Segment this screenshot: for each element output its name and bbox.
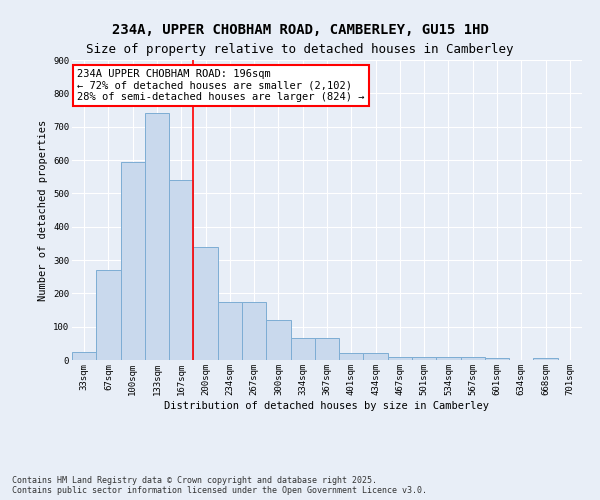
Text: Contains HM Land Registry data © Crown copyright and database right 2025.
Contai: Contains HM Land Registry data © Crown c… xyxy=(12,476,427,495)
Text: 234A, UPPER CHOBHAM ROAD, CAMBERLEY, GU15 1HD: 234A, UPPER CHOBHAM ROAD, CAMBERLEY, GU1… xyxy=(112,22,488,36)
Bar xyxy=(218,302,242,360)
Bar xyxy=(266,320,290,360)
Bar xyxy=(121,162,145,360)
Bar xyxy=(412,356,436,360)
Bar xyxy=(169,180,193,360)
X-axis label: Distribution of detached houses by size in Camberley: Distribution of detached houses by size … xyxy=(164,400,490,410)
Bar xyxy=(339,354,364,360)
Bar xyxy=(315,338,339,360)
Bar xyxy=(290,338,315,360)
Bar xyxy=(72,352,96,360)
Bar xyxy=(96,270,121,360)
Bar xyxy=(461,356,485,360)
Bar xyxy=(436,356,461,360)
Bar xyxy=(242,302,266,360)
Bar xyxy=(388,356,412,360)
Bar xyxy=(485,358,509,360)
Bar xyxy=(533,358,558,360)
Bar xyxy=(193,246,218,360)
Bar xyxy=(364,354,388,360)
Y-axis label: Number of detached properties: Number of detached properties xyxy=(38,120,47,300)
Text: Size of property relative to detached houses in Camberley: Size of property relative to detached ho… xyxy=(86,42,514,56)
Bar xyxy=(145,114,169,360)
Text: 234A UPPER CHOBHAM ROAD: 196sqm
← 72% of detached houses are smaller (2,102)
28%: 234A UPPER CHOBHAM ROAD: 196sqm ← 72% of… xyxy=(77,69,365,102)
